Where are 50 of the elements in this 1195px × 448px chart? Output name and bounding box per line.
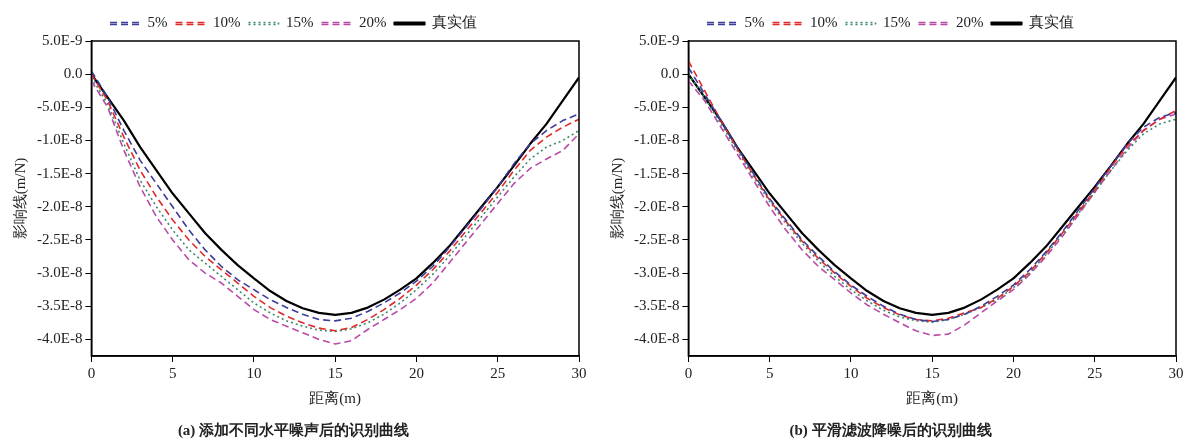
y-tick-label: -3.5E-8	[634, 297, 680, 314]
y-tick-label: 0.0	[63, 65, 83, 82]
x-tick-label: 30	[571, 364, 587, 381]
legend-label: 15%	[883, 14, 911, 31]
x-tick-label: 5	[765, 364, 774, 381]
y-tick-label: -5.0E-9	[37, 98, 83, 115]
y-tick-label: -2.5E-8	[634, 230, 680, 247]
y-axis-title: 影响线(m/N)	[11, 157, 29, 240]
x-tick-label: 0	[684, 364, 693, 381]
legend-label: 20%	[956, 14, 984, 31]
y-tick-label: 5.0E-9	[638, 31, 680, 48]
x-tick-label: 15	[327, 364, 343, 381]
legend-label: 15%	[286, 14, 314, 31]
y-tick-label: -2.0E-8	[37, 197, 83, 214]
text: (a) 添加不同水平噪声后的识别曲线	[177, 421, 410, 439]
x-tick-label: 0	[87, 364, 96, 381]
y-tick-label: -3.5E-8	[37, 297, 83, 314]
legend-label: 10%	[213, 14, 241, 31]
x-tick-label: 15	[924, 364, 940, 381]
legend-label: 20%	[359, 14, 387, 31]
y-tick-label: -4.0E-8	[634, 330, 680, 347]
x-tick-label: 10	[843, 364, 859, 381]
y-tick-label: -1.0E-8	[634, 131, 680, 148]
x-tick-label: 5	[168, 364, 177, 381]
y-axis-title: 影响线(m/N)	[608, 157, 626, 240]
y-tick-label: 0.0	[660, 65, 680, 82]
x-tick-label: 25	[1087, 364, 1103, 381]
y-tick-label: -3.0E-8	[634, 264, 680, 281]
x-axis-title: 距离(m)	[906, 389, 959, 407]
legend-label: 真实值	[1028, 14, 1074, 31]
y-tick-label: 5.0E-9	[41, 31, 83, 48]
text: (b) 平滑滤波降噪后的识别曲线	[789, 421, 992, 439]
x-tick-label: 25	[490, 364, 506, 381]
legend-label: 10%	[810, 14, 838, 31]
y-tick-label: -3.0E-8	[37, 264, 83, 281]
y-tick-label: -2.0E-8	[634, 197, 680, 214]
legend-label: 真实值	[431, 14, 477, 31]
y-tick-label: -1.5E-8	[634, 164, 680, 181]
x-axis-title: 距离(m)	[309, 389, 362, 407]
x-tick-label: 20	[1005, 364, 1021, 381]
legend-label: 5%	[744, 14, 765, 31]
x-tick-label: 30	[1168, 364, 1184, 381]
y-tick-label: -1.5E-8	[37, 164, 83, 181]
y-tick-label: -1.0E-8	[37, 131, 83, 148]
x-tick-label: 20	[408, 364, 424, 381]
legend-label: 5%	[147, 14, 168, 31]
y-tick-label: -2.5E-8	[37, 230, 83, 247]
y-tick-label: -4.0E-8	[37, 330, 83, 347]
x-tick-label: 10	[246, 364, 262, 381]
y-tick-label: -5.0E-9	[634, 98, 680, 115]
